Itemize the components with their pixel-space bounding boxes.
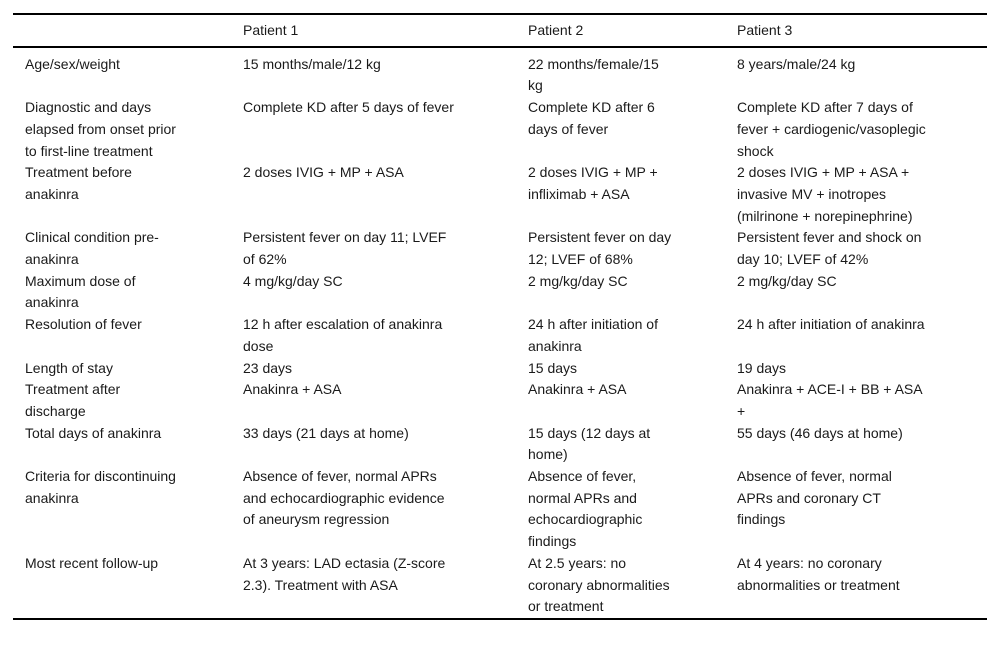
table-row-total-days: Total days of anakinra 33 days (21 days …: [13, 423, 987, 466]
row-label: Maximum dose of anakinra: [25, 272, 136, 311]
cell-patient-1: 12 h after escalation of anakinra dose: [243, 316, 443, 354]
cell-patient-2: Complete KD after 6 days of fever: [528, 99, 655, 137]
table-row-treatment-after-discharge: Treatment after discharge Anakinra + ASA…: [13, 379, 987, 422]
row-label: Criteria for discontinuing anakinra: [25, 468, 176, 506]
cell-patient-2: At 2.5 years: no coronary abnormalities …: [528, 554, 670, 615]
cell-patient-2: 22 months/female/15 kg: [528, 55, 659, 94]
cell-patient-2: 2 doses IVIG + MP + infliximab + ASA: [528, 164, 658, 202]
cell-patient-3: 55 days (46 days at home): [737, 424, 903, 441]
cell-patient-1: Persistent fever on day 11; LVEF of 62%: [243, 229, 447, 268]
cell-patient-2: 15 days: [528, 359, 578, 376]
cell-patient-2: Anakinra + ASA: [528, 381, 627, 398]
cell-patient-3: Absence of fever, normal APRs and corona…: [737, 468, 892, 528]
column-header-empty: [13, 14, 243, 48]
cell-patient-3: At 4 years: no coronary abnormalities or…: [737, 554, 900, 593]
row-label: Resolution of fever: [25, 316, 142, 333]
cell-patient-1: Anakinra + ASA: [243, 381, 342, 398]
cell-patient-1: Complete KD after 5 days of fever: [243, 99, 454, 116]
cell-patient-3: Persistent fever and shock on day 10; LV…: [737, 229, 922, 268]
patient-comparison-table: Patient 1 Patient 2 Patient 3 Age/sex/we…: [13, 13, 987, 620]
table-row-length-of-stay: Length of stay 23 days 15 days 19 days: [13, 358, 987, 380]
cell-patient-1: At 3 years: LAD ectasia (Z-score 2.3). T…: [243, 554, 446, 593]
cell-patient-3: 24 h after initiation of anakinra: [737, 316, 925, 333]
cell-patient-3: 2 doses IVIG + MP + ASA + invasive MV + …: [737, 164, 913, 224]
cell-patient-1: 2 doses IVIG + MP + ASA: [243, 164, 404, 181]
cell-patient-3: Anakinra + ACE-I + BB + ASA +: [737, 381, 923, 419]
cell-patient-3: Complete KD after 7 days of fever + card…: [737, 99, 926, 159]
header-row: Patient 1 Patient 2 Patient 3: [13, 14, 987, 48]
table-row-age-sex-weight: Age/sex/weight 15 months/male/12 kg 22 m…: [13, 47, 987, 97]
cell-patient-2: 24 h after initiation of anakinra: [528, 316, 658, 354]
cell-patient-2: Absence of fever, normal APRs and echoca…: [528, 468, 643, 550]
table-row-follow-up: Most recent follow-up At 3 years: LAD ec…: [13, 553, 987, 619]
table-row-clinical-condition: Clinical condition pre- anakinra Persist…: [13, 227, 987, 270]
row-label: Length of stay: [25, 359, 113, 376]
cell-patient-1: Absence of fever, normal APRs and echoca…: [243, 468, 445, 528]
column-header-patient-1: Patient 1: [243, 14, 528, 48]
row-label: Age/sex/weight: [25, 55, 120, 72]
column-header-patient-3: Patient 3: [737, 14, 987, 48]
cell-patient-1: 15 months/male/12 kg: [243, 55, 381, 72]
row-label: Most recent follow-up: [25, 554, 159, 571]
cell-patient-2: 2 mg/kg/day SC: [528, 272, 628, 289]
table-row-discontinuing-criteria: Criteria for discontinuing anakinra Abse…: [13, 466, 987, 553]
cell-patient-3: 19 days: [737, 359, 787, 376]
cell-patient-2: Persistent fever on day 12; LVEF of 68%: [528, 229, 672, 268]
row-label: Clinical condition pre- anakinra: [25, 229, 159, 268]
cell-patient-1: 23 days: [243, 359, 293, 376]
cell-patient-3: 8 years/male/24 kg: [737, 55, 856, 72]
cell-patient-3: 2 mg/kg/day SC: [737, 272, 837, 289]
row-label: Diagnostic and days elapsed from onset p…: [25, 99, 176, 159]
cell-patient-1: 4 mg/kg/day SC: [243, 272, 343, 289]
table-row-maximum-dose: Maximum dose of anakinra 4 mg/kg/day SC …: [13, 271, 987, 314]
column-header-patient-2: Patient 2: [528, 14, 737, 48]
row-label: Treatment before anakinra: [25, 164, 132, 202]
cell-patient-2: 15 days (12 days at home): [528, 424, 651, 463]
row-label: Treatment after discharge: [25, 381, 121, 419]
table-row-treatment-before: Treatment before anakinra 2 doses IVIG +…: [13, 162, 987, 227]
row-label: Total days of anakinra: [25, 424, 162, 441]
cell-patient-1: 33 days (21 days at home): [243, 424, 409, 441]
table-row-diagnostic: Diagnostic and days elapsed from onset p…: [13, 97, 987, 162]
table-row-resolution-of-fever: Resolution of fever 12 h after escalatio…: [13, 314, 987, 357]
